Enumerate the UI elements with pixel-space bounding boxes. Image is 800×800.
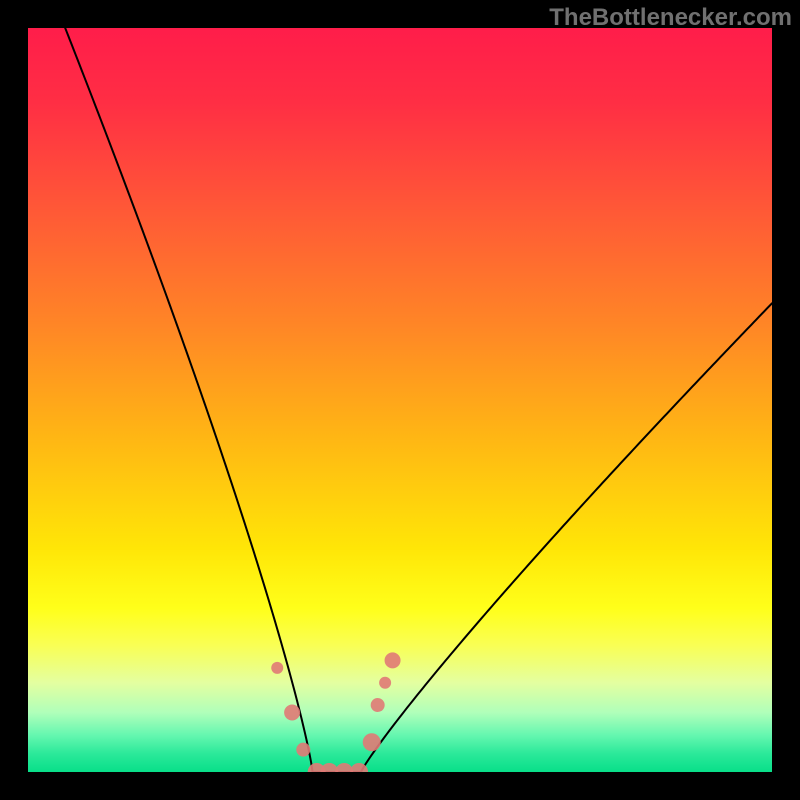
watermark-text: TheBottlenecker.com [549,4,792,32]
data-marker [271,662,283,674]
data-marker [350,763,368,772]
data-marker [385,652,401,668]
plot-area [28,28,772,772]
markers-group [271,652,400,772]
marker-layer [28,28,772,772]
data-marker [379,677,391,689]
data-marker [320,763,338,772]
gradient-and-curve-layer [28,28,772,772]
plot-background [28,28,772,772]
data-marker [284,704,300,720]
data-marker [308,763,326,772]
bottleneck-curve [65,28,772,772]
data-marker [335,763,353,772]
data-marker [371,698,385,712]
data-marker [296,743,310,757]
data-marker [363,733,381,751]
bottleneck-chart: TheBottlenecker.com [0,0,800,800]
